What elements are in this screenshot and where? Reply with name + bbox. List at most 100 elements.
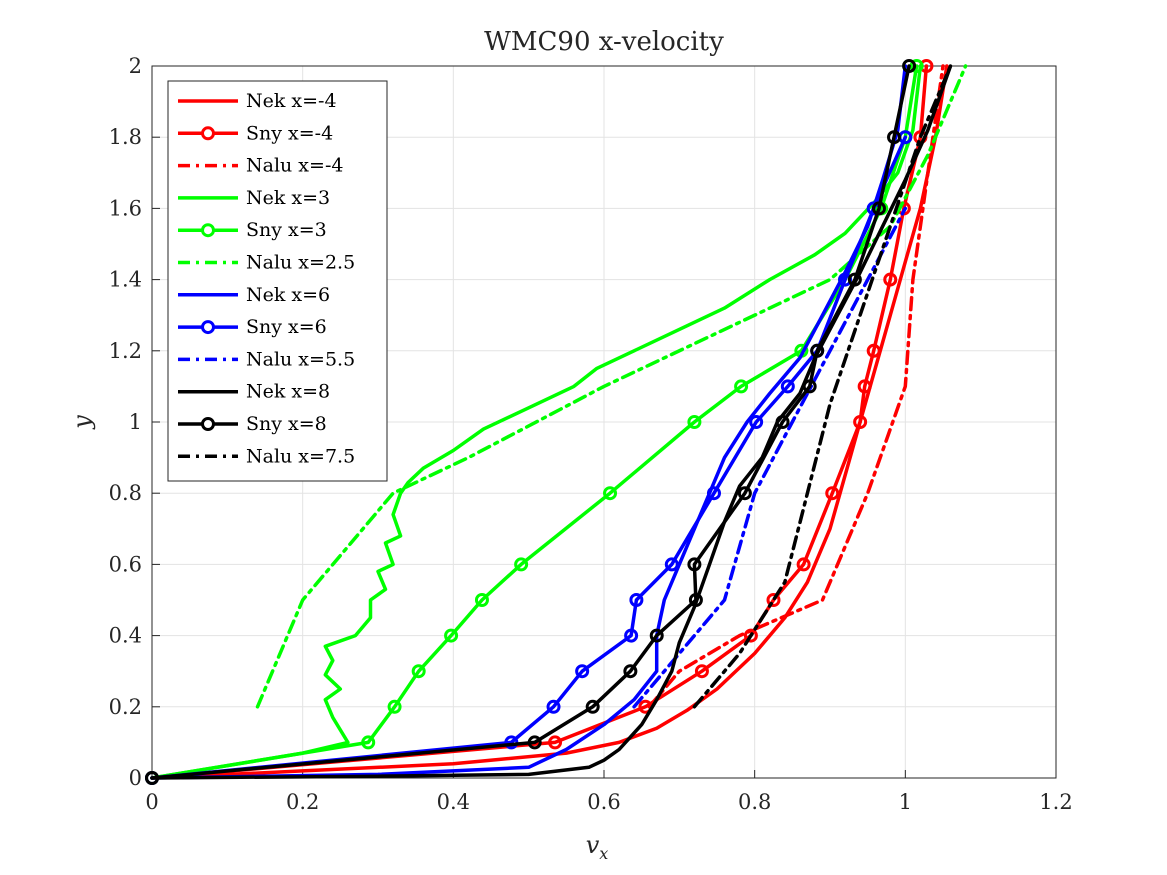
series-nalu-x-4 (647, 64, 945, 709)
legend-entry: Nek x=6 (178, 284, 330, 306)
data-point (624, 628, 639, 643)
data-point (687, 415, 702, 429)
data-point (749, 415, 764, 429)
legend-marker (201, 417, 215, 431)
legend-label: Nek x=6 (246, 284, 330, 306)
legend-entry: Nek x=8 (178, 381, 330, 403)
legend: Nek x=-4 Sny x=-4 Nalu x=-4 Nek x=3 Sny x=3 N… (167, 80, 388, 482)
legend-label: Sny x=-4 (246, 122, 333, 144)
data-point (623, 664, 638, 679)
series-line-sny-x-6 (150, 135, 908, 780)
legend-label: Nek x=-4 (246, 90, 337, 112)
data-point (909, 59, 924, 73)
series-nek-x-4 (150, 64, 949, 780)
series-line-nalu-x-7-5 (692, 64, 953, 709)
y-tick-label: 1.8 (109, 125, 142, 149)
legend-entry: Nalu x=7.5 (178, 445, 355, 467)
data-point (575, 664, 590, 679)
y-axis-ticks: 0 0.2 0.4 0.6 0.8 1 1.2 1.4 1.6 1.8 2 (109, 54, 160, 790)
legend-box (167, 80, 388, 482)
legend-marker (201, 223, 215, 238)
legend-entry: Nalu x=5.5 (178, 348, 355, 370)
data-point (546, 699, 561, 714)
series-nalu-x-7-5 (692, 64, 953, 709)
series-nalu-x-2-5 (255, 64, 968, 709)
legend-label: Nalu x=-4 (246, 155, 343, 177)
data-point (585, 699, 600, 714)
data-point (474, 593, 489, 607)
data-point (387, 699, 402, 714)
data-point (810, 343, 825, 358)
series-nek-x-8 (150, 64, 953, 780)
series-line-sny-x-8 (150, 64, 911, 780)
series-nek-x-3 (150, 64, 923, 780)
data-point (902, 59, 917, 73)
legend-label: Nalu x=7.5 (246, 445, 355, 467)
legend-label: Nalu x=5.5 (246, 348, 355, 370)
data-point (734, 379, 749, 394)
series-sny-x-8 (145, 59, 917, 785)
data-point (706, 486, 721, 501)
data-point (857, 379, 872, 394)
legend-entry: Sny x=6 (178, 316, 327, 338)
x-tick-label: 0.8 (738, 790, 771, 814)
series-line-nek-x-4 (150, 64, 949, 780)
data-point (775, 415, 790, 429)
y-tick-label: 1 (129, 410, 142, 434)
legend-marker (201, 320, 215, 335)
data-point (527, 735, 542, 750)
legend-label: Sny x=8 (246, 413, 327, 435)
y-tick-label: 2 (129, 54, 142, 78)
series-sny-x-4 (145, 59, 934, 785)
legend-label: Sny x=6 (246, 316, 327, 338)
x-tick-label: 0.6 (587, 790, 620, 814)
legend-entry: Sny x=3 (178, 219, 327, 241)
x-tick-label: 0.4 (437, 790, 470, 814)
legend-label: Nalu x=2.5 (246, 252, 355, 274)
y-tick-label: 1.4 (109, 268, 142, 292)
series-line-sny-x-4 (150, 64, 929, 780)
data-point (664, 557, 679, 572)
legend-entry: Sny x=-4 (178, 122, 333, 144)
x-axis-label: vx (586, 831, 609, 863)
y-tick-label: 0.4 (109, 624, 142, 648)
y-tick-label: 0.8 (109, 481, 142, 505)
data-point (796, 557, 811, 572)
legend-entry: Nek x=-4 (178, 90, 337, 112)
data-point (802, 379, 817, 394)
legend-label: Sny x=3 (246, 219, 327, 241)
data-point (737, 486, 752, 501)
y-tick-label: 1.2 (109, 339, 142, 363)
data-point (866, 343, 881, 358)
data-point (780, 379, 795, 394)
legend-marker (201, 126, 215, 141)
data-point (883, 272, 898, 287)
data-point (766, 593, 781, 607)
data-point (847, 272, 862, 287)
data-point (688, 593, 703, 607)
series-layer (145, 59, 968, 785)
data-point (694, 664, 709, 679)
data-point (853, 415, 868, 429)
data-point (514, 557, 529, 572)
data-point (871, 201, 886, 216)
series-line-nek-x-3 (150, 64, 923, 780)
series-line-nalu-x-4 (647, 64, 945, 709)
data-point (887, 130, 902, 145)
x-tick-label: 0.2 (286, 790, 319, 814)
data-point (687, 557, 702, 572)
data-point (444, 628, 459, 643)
data-point (361, 735, 376, 750)
x-tick-label: 1.2 (1039, 790, 1072, 814)
x-axis-label-main: v (586, 831, 600, 859)
y-axis-label: y (68, 415, 96, 430)
data-point (603, 486, 618, 501)
data-point (145, 771, 159, 785)
data-point (629, 593, 644, 607)
data-point (411, 664, 426, 679)
legend-entry: Sny x=8 (178, 413, 327, 435)
data-point (548, 735, 563, 750)
legend-label: Nek x=3 (246, 187, 330, 209)
legend-entry: Nalu x=-4 (178, 155, 343, 177)
